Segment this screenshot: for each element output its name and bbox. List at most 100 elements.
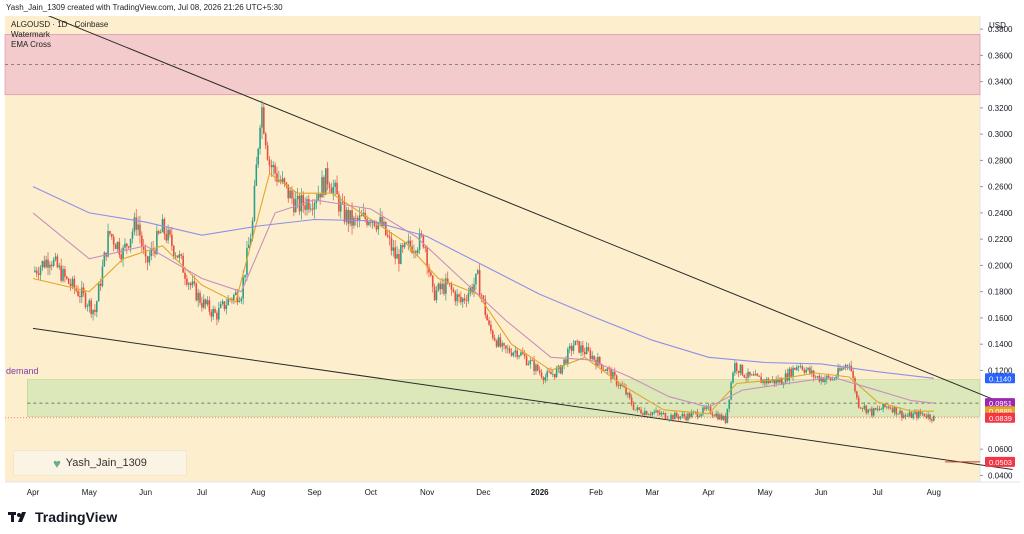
candle-body [373, 220, 376, 227]
candle-body [210, 311, 213, 317]
candle-body [916, 411, 918, 418]
chart-area[interactable]: 0.3800 0.3600 0.3400 0.3200 0.3000 0.2800 0.26… [0, 16, 1024, 498]
candle-body [415, 251, 417, 254]
candle-body [80, 287, 83, 298]
y-tick-label: 0.2000 [988, 261, 1013, 270]
candle-body [317, 193, 320, 201]
candle-body [891, 408, 894, 413]
candle-body [613, 371, 616, 376]
candle-body [715, 413, 717, 417]
candle-body [435, 290, 438, 301]
candle-body [107, 231, 109, 257]
candle-body [124, 243, 126, 248]
y-tick-label: 0.2200 [988, 235, 1013, 244]
candle-body [514, 350, 517, 353]
chart-attribution: Yash_Jain_1309 created with TradingView.… [6, 3, 283, 12]
candle-body [548, 371, 550, 373]
candle-body [617, 385, 620, 386]
candle-body [486, 314, 488, 321]
candle-body [506, 348, 509, 350]
candle-body [69, 283, 72, 287]
candle-body [308, 199, 310, 210]
watermark-indicator-label[interactable]: Watermark [11, 30, 50, 39]
candle-body [259, 127, 261, 149]
x-tick-label: Apr [702, 488, 715, 497]
price-label-badge [985, 412, 1015, 423]
y-tick-label: 0.1600 [988, 314, 1013, 323]
candle-body [591, 355, 594, 359]
candle-body [491, 330, 494, 338]
candle-body [50, 264, 53, 266]
candle-body [39, 267, 42, 275]
price-label-text: 0.0951 [989, 399, 1012, 408]
candle-body [775, 379, 777, 384]
candle-body [608, 368, 610, 370]
price-chart-svg[interactable]: 0.3800 0.3600 0.3400 0.3200 0.3000 0.2800 0.26… [0, 16, 1024, 498]
candle-body [77, 290, 79, 297]
candle-body [683, 414, 686, 417]
candle-body [520, 352, 522, 356]
candle-body [493, 337, 496, 341]
candle-body [685, 416, 687, 421]
candle-body [287, 184, 290, 199]
candle-body [225, 305, 228, 310]
tradingview-brand[interactable]: TradingView [8, 509, 117, 525]
candle-body [904, 415, 907, 417]
candle-body [542, 377, 545, 381]
candle-body [859, 407, 862, 409]
y-tick-label: 0.3600 [988, 51, 1013, 60]
candle-body [73, 278, 76, 289]
price-label-badge [985, 373, 1015, 384]
candle-body [424, 247, 427, 248]
candle-body [454, 291, 457, 302]
candle-body [127, 246, 130, 248]
candle-body [111, 234, 113, 237]
candle-body [732, 372, 734, 383]
candle-body [619, 384, 622, 386]
candle-body [649, 414, 652, 416]
candle-body [231, 298, 233, 301]
candle-body [86, 306, 89, 308]
candle-body [167, 229, 169, 241]
candle-body [182, 255, 184, 273]
x-tick-label: Aug [927, 488, 941, 497]
candle-body [790, 368, 792, 377]
ema-cross-indicator-label[interactable]: EMA Cross [11, 40, 52, 49]
candle-body [112, 236, 115, 245]
candle-body [324, 168, 327, 195]
candle-body [197, 292, 199, 301]
candle-body [510, 352, 513, 356]
candle-body [289, 190, 291, 199]
candle-body [645, 411, 648, 415]
price-label-text: 0.0839 [989, 414, 1012, 423]
candle-body [722, 415, 725, 420]
candle-body [336, 182, 338, 195]
x-tick-label: Dec [476, 488, 490, 497]
candle-body [47, 259, 49, 268]
x-tick-label: May [757, 488, 772, 497]
candle-body [146, 256, 149, 263]
candle-body [901, 410, 903, 418]
candle-body [401, 245, 404, 248]
candle-body [672, 415, 674, 420]
symbol-legend[interactable]: ALGOUSD · 1D · Coinbase [11, 20, 109, 29]
candle-body [343, 202, 346, 222]
candle-body [657, 410, 659, 413]
candle-body [84, 292, 87, 307]
candle-body [441, 283, 443, 290]
candle-body [589, 350, 592, 359]
candle-body [628, 392, 631, 398]
candle-body [679, 416, 682, 419]
candle-body [334, 182, 336, 187]
candle-body [499, 337, 502, 347]
price-label-badge [985, 456, 1015, 467]
indicator-line-1 [32, 172, 934, 415]
candle-body [841, 368, 843, 371]
candle-body [726, 408, 729, 423]
candle-body [820, 377, 822, 382]
candle-body [518, 355, 520, 357]
candle-body [90, 300, 92, 315]
candle-body [739, 364, 742, 373]
currency-label[interactable]: USD [989, 21, 1006, 30]
candle-body [700, 414, 702, 417]
